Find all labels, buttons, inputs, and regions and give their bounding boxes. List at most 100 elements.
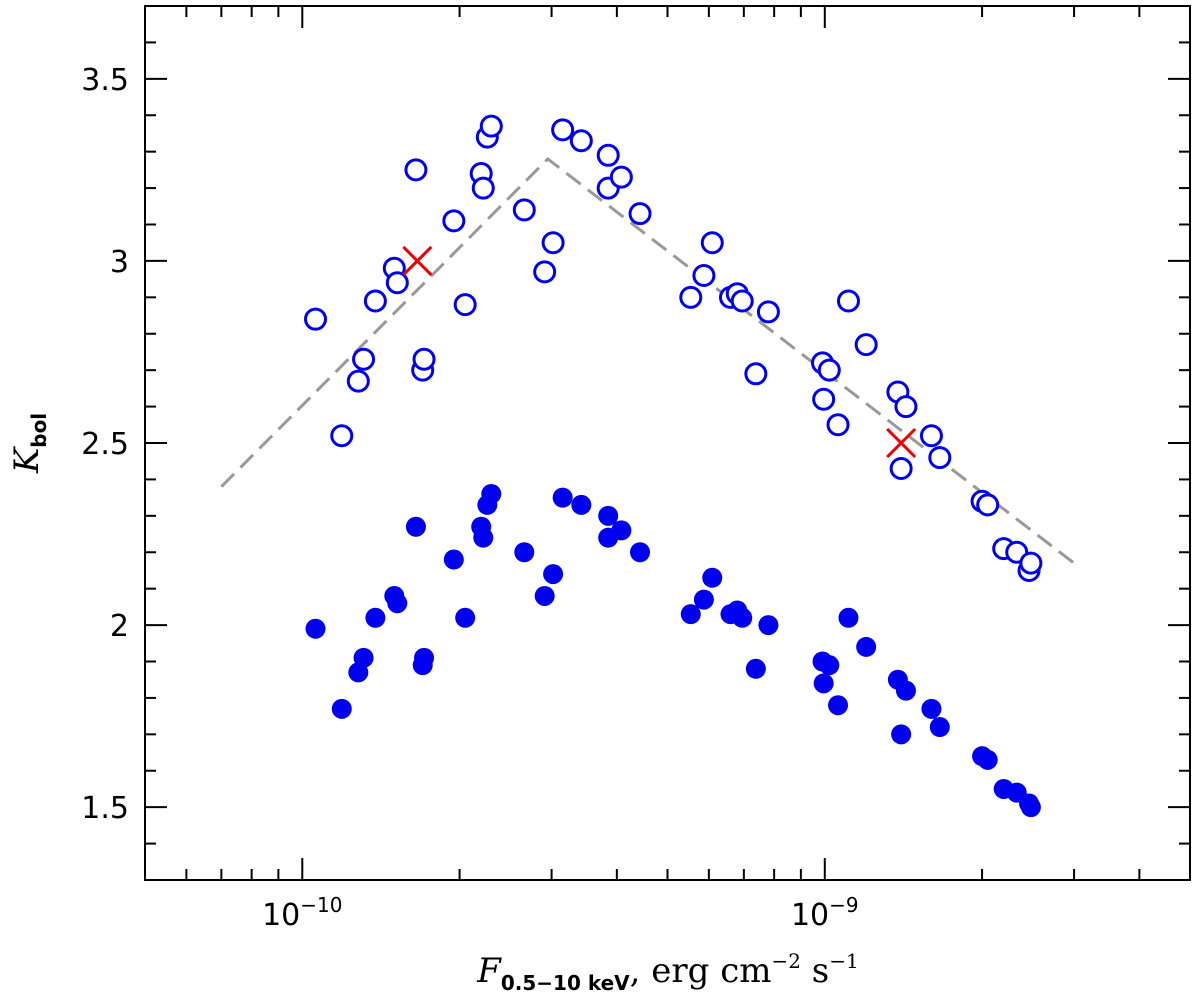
- axes-group: 1.5 2 2.5 3 3.5 10−10 10−9: [81, 5, 1191, 933]
- filled-point: [929, 717, 950, 738]
- filled-point: [365, 607, 386, 628]
- open-point: [628, 202, 652, 226]
- filled-point: [630, 542, 651, 563]
- filled-point: [552, 487, 573, 508]
- open-point: [812, 387, 836, 411]
- open-point: [679, 285, 703, 309]
- filled-point: [891, 724, 912, 745]
- open-point: [363, 289, 387, 313]
- filled-point: [693, 589, 714, 610]
- filled-point: [813, 673, 834, 694]
- filled-point: [305, 618, 326, 639]
- y-axis-label-sub: bol: [27, 413, 51, 448]
- open-point: [352, 347, 376, 371]
- filled-point: [702, 567, 723, 588]
- open-point: [692, 263, 716, 287]
- filled-point: [1020, 797, 1041, 818]
- open-point: [471, 176, 495, 200]
- open-point: [826, 413, 850, 437]
- open-point: [889, 456, 913, 480]
- filled-point: [732, 607, 753, 628]
- y-axis-label-main: K: [7, 445, 47, 474]
- open-point: [744, 362, 768, 386]
- filled-point: [758, 615, 779, 636]
- open-point: [1019, 551, 1043, 575]
- filled-point: [543, 564, 564, 585]
- filled-point: [921, 698, 942, 719]
- filled-point: [598, 505, 619, 526]
- cross-stroke: [402, 245, 433, 276]
- x-axis-label-exp1: −2: [772, 949, 801, 973]
- filled-point: [895, 680, 916, 701]
- open-point: [569, 129, 593, 153]
- open-point: [836, 289, 860, 313]
- filled-point: [414, 647, 435, 668]
- open-point: [385, 271, 409, 295]
- y-tick-label: 1.5: [81, 791, 129, 826]
- filled-point: [353, 647, 374, 668]
- cross-marker: [886, 427, 917, 459]
- cross-markers-group: [402, 245, 917, 459]
- x-axis-label-units2: s: [801, 951, 829, 991]
- filled-point: [473, 527, 494, 548]
- filled-point: [856, 636, 877, 657]
- x-axis-label-units: , erg cm: [630, 951, 772, 991]
- open-point: [533, 260, 557, 284]
- open-point: [976, 493, 1000, 517]
- x-axis-label: F0.5−10 keV, erg cm−2 s−1: [476, 949, 858, 993]
- cross-marker: [402, 245, 433, 276]
- x-axis-label-exp2: −1: [829, 949, 858, 973]
- open-point: [551, 118, 575, 142]
- open-point: [919, 424, 943, 448]
- x-tick-label: 10−9: [791, 893, 859, 933]
- open-point: [412, 347, 436, 371]
- fit-line-group: [220, 156, 1075, 565]
- data-points-group: [304, 114, 1043, 818]
- open-point: [928, 446, 952, 470]
- y-tick-label: 3: [110, 245, 129, 280]
- open-point: [756, 300, 780, 324]
- filled-point: [571, 494, 592, 515]
- svg-text:Kbol: Kbol: [7, 413, 51, 474]
- fit-line: [220, 156, 1075, 565]
- svg-text:F0.5−10 keV, erg cm−2 s−1: F0.5−10 keV, erg cm−2 s−1: [476, 949, 858, 993]
- filled-point: [514, 542, 535, 563]
- filled-point: [977, 749, 998, 770]
- y-tick-label: 2: [110, 609, 129, 644]
- cross-stroke: [886, 427, 917, 459]
- open-point: [596, 143, 620, 167]
- open-point: [404, 158, 428, 182]
- open-point: [609, 165, 633, 189]
- filled-point: [838, 607, 859, 628]
- filled-point: [481, 483, 502, 504]
- filled-point: [443, 549, 464, 570]
- filled-point: [745, 658, 766, 679]
- x-axis-label-sub: 0.5−10 keV: [501, 971, 630, 993]
- plot-frame: [144, 5, 1191, 881]
- open-point: [346, 369, 370, 393]
- y-axis-label: Kbol: [7, 413, 51, 474]
- filled-point: [611, 520, 632, 541]
- open-point: [330, 424, 354, 448]
- y-tick-label: 2.5: [81, 427, 129, 462]
- filled-point: [387, 593, 408, 614]
- x-tick-label: 10−10: [262, 893, 342, 933]
- filled-point: [534, 585, 555, 606]
- y-tick-label: 3.5: [81, 63, 129, 98]
- filled-point: [819, 655, 840, 676]
- open-point: [854, 333, 878, 357]
- filled-point: [405, 516, 426, 537]
- open-point: [817, 358, 841, 382]
- filled-point: [680, 604, 701, 625]
- open-point: [453, 293, 477, 317]
- filled-point: [331, 698, 352, 719]
- filled-point: [828, 695, 849, 716]
- open-point: [541, 231, 565, 255]
- x-axis-label-main: F: [476, 951, 502, 991]
- open-point: [442, 209, 466, 233]
- open-point: [304, 307, 328, 331]
- open-point: [730, 289, 754, 313]
- open-point: [894, 395, 918, 419]
- open-point: [700, 231, 724, 255]
